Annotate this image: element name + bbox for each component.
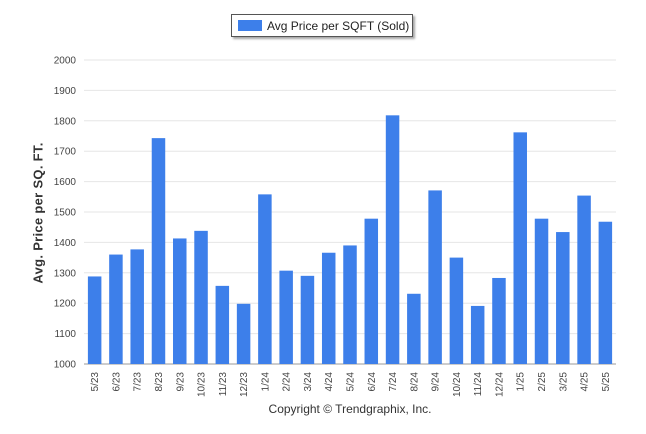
x-tick-label: 8/24 — [409, 372, 420, 392]
y-tick-label: 1100 — [54, 329, 76, 340]
x-tick-label: 9/24 — [431, 372, 442, 392]
bar — [109, 254, 123, 364]
bar — [194, 230, 208, 364]
x-tick-label: 1/24 — [260, 372, 271, 392]
bar — [428, 190, 442, 364]
x-tick-label: 12/24 — [494, 372, 505, 397]
x-tick-label: 6/24 — [367, 372, 378, 392]
bar — [151, 138, 166, 364]
x-tick-label: 5/23 — [90, 372, 101, 392]
x-tick-label: 3/24 — [303, 372, 314, 392]
bar — [300, 275, 315, 364]
x-tick-label: 4/25 — [580, 372, 591, 392]
x-tick-label: 10/23 — [197, 372, 208, 397]
x-tick-label: 4/24 — [324, 372, 335, 392]
y-tick-label: 1900 — [54, 86, 77, 97]
x-tick-label: 3/25 — [558, 372, 569, 392]
bar — [598, 221, 613, 364]
x-tick-label: 12/23 — [239, 372, 250, 397]
legend-swatch — [238, 20, 262, 31]
bar — [215, 285, 230, 364]
y-tick-label: 1400 — [54, 238, 77, 249]
y-tick-label: 1300 — [54, 268, 77, 279]
bar — [556, 232, 570, 364]
bar — [577, 195, 591, 364]
x-tick-label: 2/24 — [282, 372, 293, 392]
bar — [470, 305, 485, 364]
x-tick-label: 5/25 — [601, 372, 612, 392]
y-tick-label: 2000 — [54, 56, 77, 67]
legend: Avg Price per SQFT (Sold) — [231, 14, 413, 37]
y-tick-label: 1700 — [54, 147, 77, 158]
x-tick-label: 10/24 — [452, 372, 463, 397]
bar — [87, 276, 102, 364]
x-tick-label: 1/25 — [516, 372, 527, 392]
copyright-text: Copyright © Trendgraphix, Inc. — [268, 402, 432, 416]
x-tick-label: 6/23 — [111, 372, 122, 392]
y-tick-label: 1000 — [54, 360, 77, 371]
x-tick-label: 8/23 — [154, 372, 165, 392]
x-tick-label: 11/24 — [473, 372, 484, 397]
y-axis-label: Avg. Price per SQ. FT. — [30, 142, 46, 284]
bar — [343, 245, 357, 364]
bar — [321, 252, 336, 364]
bar — [492, 277, 506, 364]
y-tick-label: 1600 — [54, 177, 77, 188]
bar — [130, 249, 144, 364]
x-tick-label: 5/24 — [346, 372, 357, 392]
y-tick-label: 1200 — [54, 299, 77, 310]
bar — [513, 132, 527, 364]
bar — [364, 218, 379, 364]
x-tick-label: 9/23 — [175, 372, 186, 392]
x-tick-label: 7/24 — [388, 372, 399, 392]
x-tick-label: 2/25 — [537, 372, 548, 392]
y-tick-label: 1500 — [54, 208, 77, 219]
bar — [407, 293, 421, 364]
x-tick-label: 11/23 — [218, 372, 229, 397]
bar — [385, 115, 400, 364]
y-tick-label: 1800 — [54, 116, 77, 127]
bar — [173, 238, 187, 364]
bar — [534, 218, 549, 364]
bar — [449, 257, 464, 364]
bar — [236, 303, 251, 364]
bar — [258, 194, 272, 364]
bar — [279, 270, 293, 364]
legend-label: Avg Price per SQFT (Sold) — [267, 18, 410, 33]
x-tick-label: 7/23 — [133, 372, 144, 392]
